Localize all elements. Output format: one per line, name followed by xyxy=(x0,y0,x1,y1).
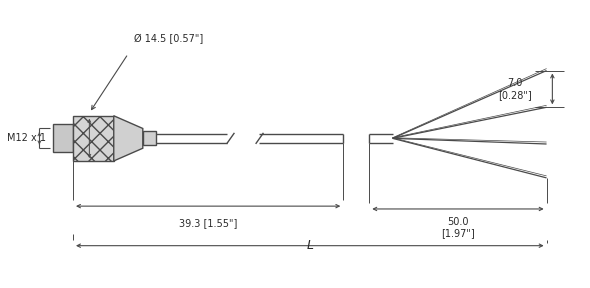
Text: 50.0
[1.97"]: 50.0 [1.97"] xyxy=(441,217,475,238)
Text: 7.0
[0.28"]: 7.0 [0.28"] xyxy=(498,78,532,100)
Polygon shape xyxy=(143,131,156,145)
Polygon shape xyxy=(114,116,143,161)
Polygon shape xyxy=(73,116,114,161)
Text: 39.3 [1.55"]: 39.3 [1.55"] xyxy=(179,218,237,228)
Text: M12 x 1: M12 x 1 xyxy=(7,133,46,143)
Polygon shape xyxy=(53,124,73,152)
Text: Ø 14.5 [0.57"]: Ø 14.5 [0.57"] xyxy=(134,35,204,45)
Text: L: L xyxy=(306,239,313,252)
